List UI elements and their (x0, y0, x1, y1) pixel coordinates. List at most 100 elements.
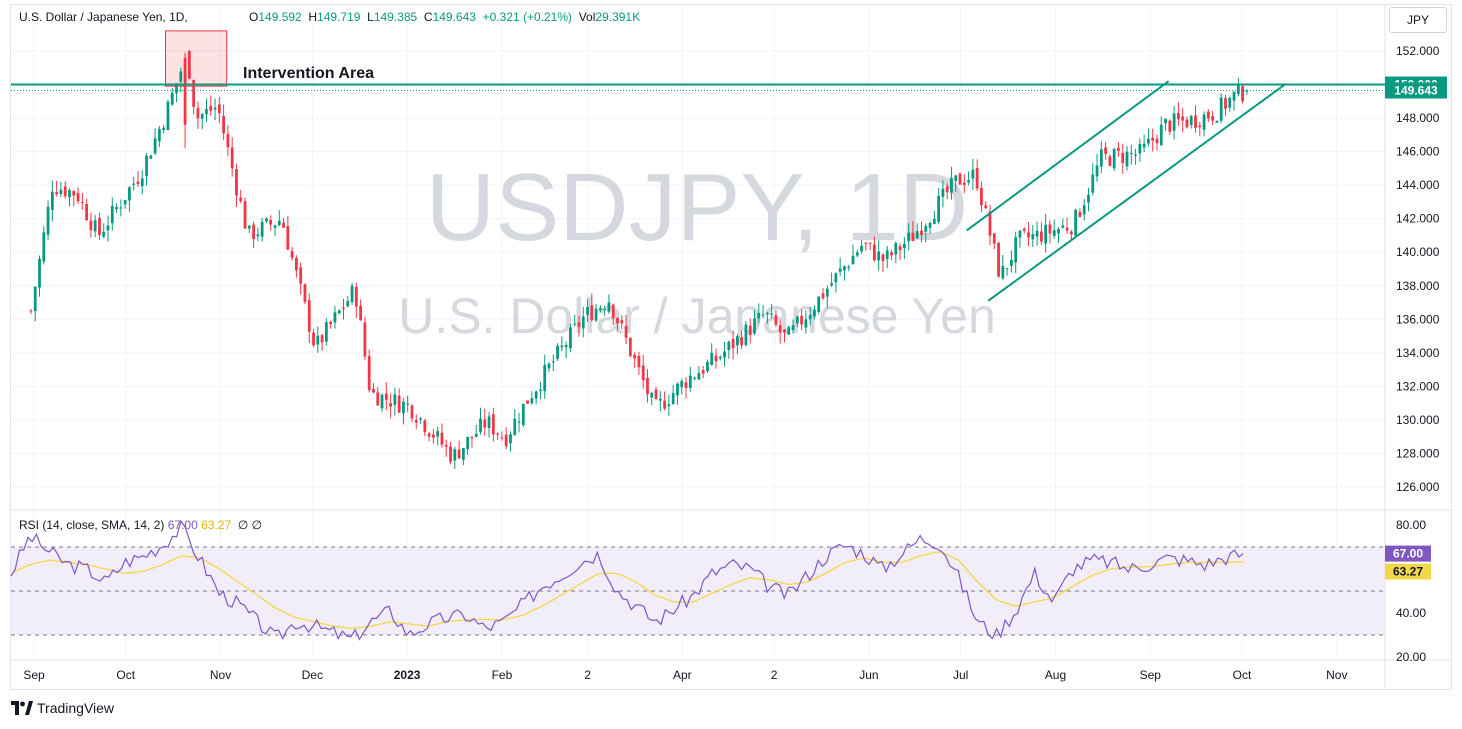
time-tick-label: Dec (302, 668, 323, 682)
candle-down (975, 159, 979, 191)
candle-down (1185, 116, 1189, 129)
candle-body (744, 324, 748, 345)
candle-body (791, 325, 795, 331)
chart-frame (10, 4, 1452, 690)
candle-down (85, 198, 88, 222)
candle-body (222, 116, 226, 134)
price-tick-label: 126.000 (1396, 480, 1440, 494)
candle-body (1206, 111, 1210, 119)
candle-down (1078, 208, 1082, 218)
candle-up (860, 239, 863, 254)
candle-down (997, 241, 1000, 278)
candle-body (226, 134, 230, 148)
candle-body (813, 309, 816, 317)
price-tick-label: 152.000 (1396, 44, 1440, 58)
candle-body (372, 388, 375, 393)
candle-down (504, 427, 508, 450)
candle-body (1022, 228, 1026, 231)
candle-body (299, 267, 303, 284)
candle-body (941, 188, 945, 197)
candle-body (795, 316, 799, 324)
candle-body (85, 204, 88, 221)
time-tick-label: Oct (116, 668, 135, 682)
candle-body (701, 370, 705, 374)
candle-down (230, 137, 234, 177)
candle-down (29, 309, 33, 314)
candle-body (804, 319, 808, 328)
candle-down (226, 125, 230, 157)
candle-up (671, 385, 675, 406)
candle-body (962, 182, 966, 185)
candle-body (581, 316, 585, 329)
candle-body (577, 322, 581, 328)
candle-body (72, 191, 76, 196)
candle-down (414, 414, 418, 429)
candle-up (461, 447, 465, 466)
candle-up (38, 255, 41, 297)
candle-body (1185, 119, 1189, 128)
candle-body (213, 107, 217, 110)
tradingview-logo-icon (11, 701, 33, 715)
currency-button[interactable]: JPY (1389, 7, 1447, 33)
candle-body (641, 365, 645, 381)
candle-down (136, 171, 140, 187)
candle-body (727, 341, 731, 351)
candle-body (607, 302, 611, 312)
price-tick-label: 138.000 (1396, 279, 1440, 293)
candle-down (873, 236, 876, 262)
candle-down (864, 241, 868, 251)
candle-body (658, 398, 662, 401)
candle-body (303, 284, 307, 302)
candle-body (860, 245, 863, 252)
candle-down (1048, 220, 1052, 244)
candle-body (650, 392, 654, 398)
candle-down (663, 391, 666, 411)
candle-down (354, 282, 358, 318)
candle-up (680, 378, 684, 395)
price-tag-last-text: 149.643 (1394, 84, 1438, 98)
candle-up (110, 197, 114, 231)
candle-up (1125, 146, 1129, 171)
candle-down (410, 404, 414, 423)
candle-up (1035, 221, 1039, 246)
candle-body (902, 243, 906, 248)
candle-down (295, 255, 298, 278)
candle-body (106, 225, 110, 231)
low-key: L (367, 10, 374, 24)
candle-down (286, 216, 290, 251)
candle-body (110, 205, 114, 224)
candle-down (774, 310, 778, 327)
candle-body (342, 307, 345, 309)
candle-body (954, 175, 958, 181)
candle-body (432, 434, 435, 438)
candle-body (654, 389, 658, 400)
candle-down (1069, 229, 1073, 241)
candle-down (731, 331, 735, 360)
candle-up (560, 336, 564, 352)
candle-down (299, 262, 303, 295)
candle-body (1121, 152, 1125, 164)
candle-body (504, 434, 508, 447)
candle-body (1202, 114, 1206, 130)
candle-body (843, 266, 846, 271)
candle-down (1198, 121, 1202, 137)
intervention-rect (165, 30, 228, 87)
footer-brand[interactable]: TradingView (11, 700, 114, 716)
candle-down (748, 318, 752, 344)
candle-body (59, 189, 63, 194)
candle-up (1232, 91, 1236, 111)
candle-up (877, 240, 881, 271)
candle-body (770, 313, 774, 315)
rsi-legend: RSI (14, close, SMA, 14, 2) 67.00 63.27 … (19, 518, 262, 532)
candle-down (76, 187, 80, 204)
candle-up (967, 171, 970, 186)
candle-up (157, 125, 161, 147)
candle-body (1014, 237, 1018, 263)
candle-body (873, 244, 876, 261)
rsi-line (10, 519, 1244, 641)
candle-down (98, 212, 101, 241)
candle-body (864, 242, 868, 244)
candle-down (496, 432, 500, 441)
